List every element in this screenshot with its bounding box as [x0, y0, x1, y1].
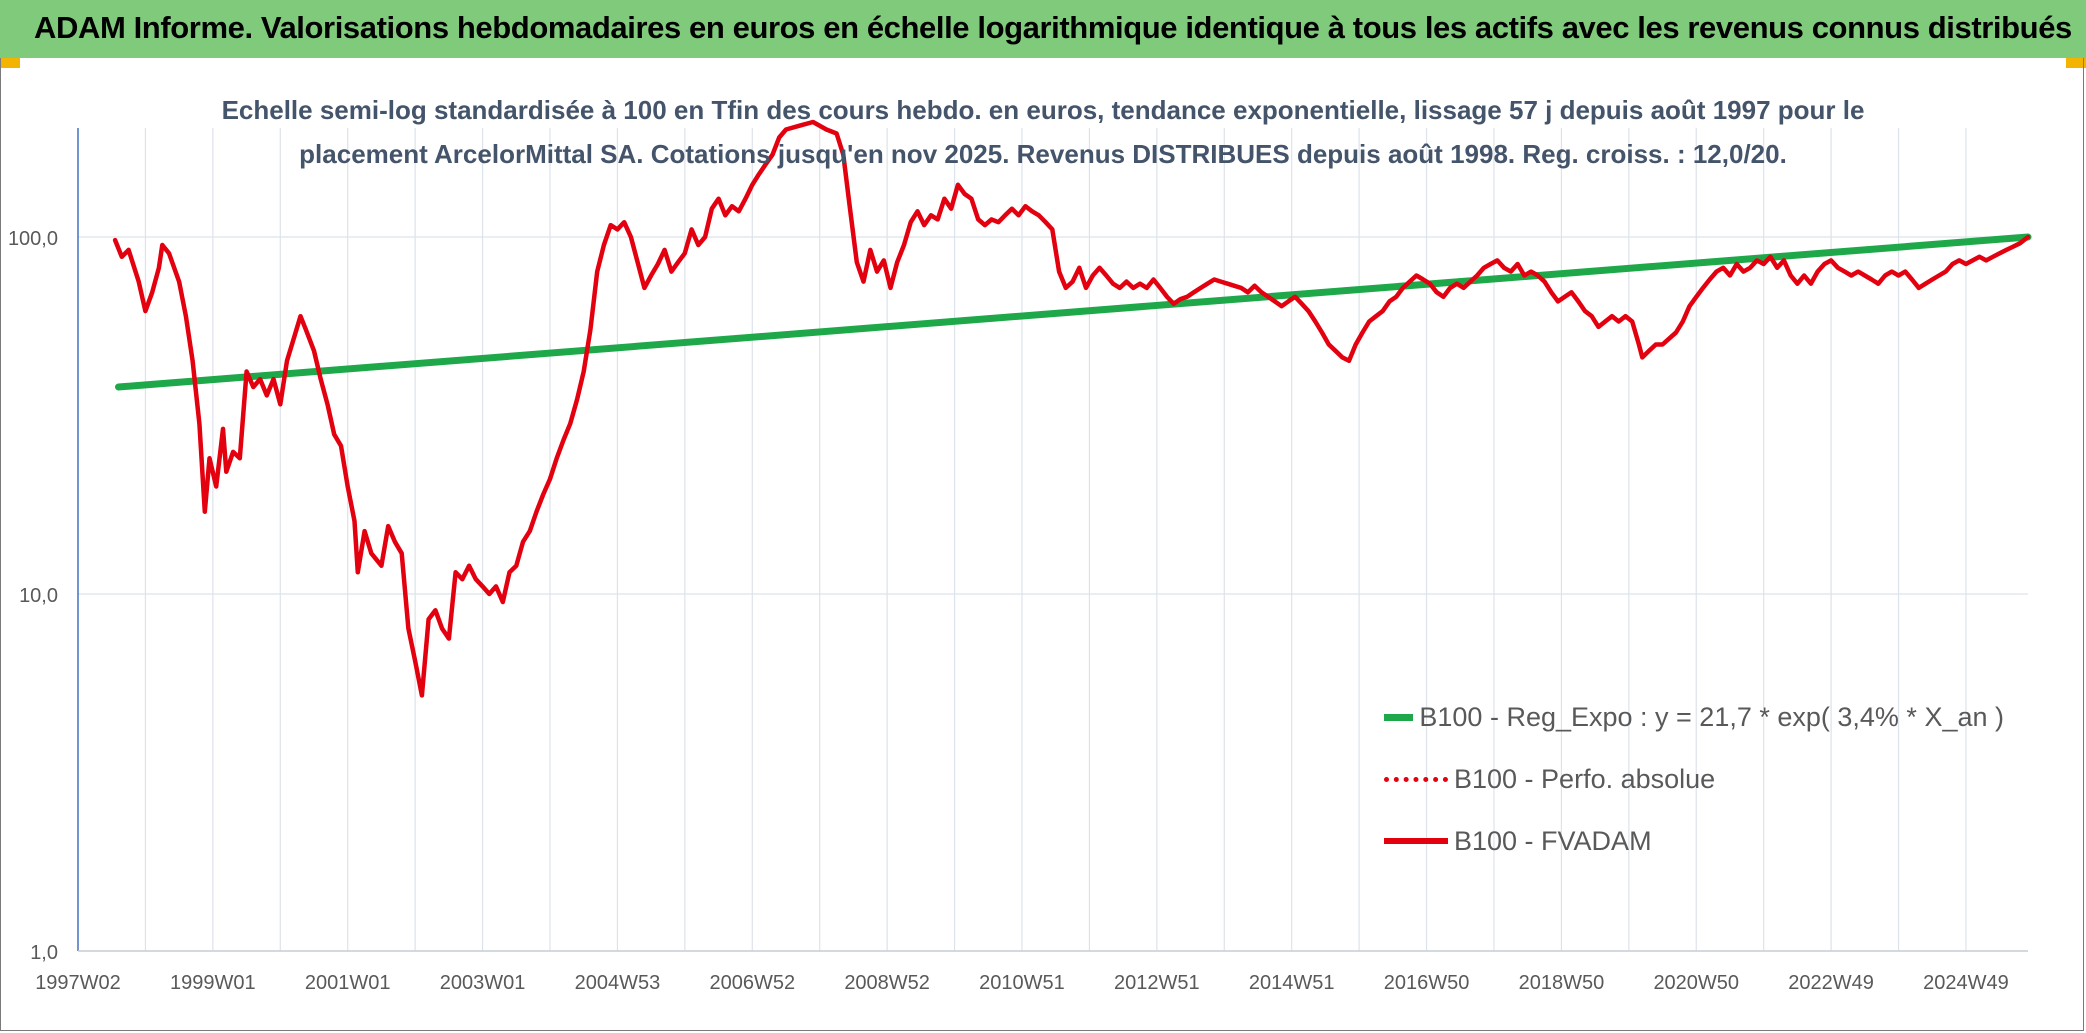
legend-swatch-fvadam	[1384, 838, 1448, 844]
chart-frame	[0, 58, 2084, 1031]
x-tick-label: 2004W53	[575, 972, 661, 994]
legend-item-perfo-absolue: B100 - Perfo. absolue	[1384, 748, 2004, 810]
x-tick-label: 2010W51	[979, 972, 1065, 994]
chart-subtitle-line-2: placement ArcelorMittal SA. Cotations ju…	[299, 139, 1787, 169]
legend-label-fvadam: B100 - FVADAM	[1454, 825, 1652, 856]
legend-item-fvadam: B100 - FVADAM	[1384, 810, 2004, 872]
x-tick-label: 2024W49	[1923, 972, 2009, 994]
legend-swatch-regression	[1384, 713, 1414, 721]
chart-subtitle: Echelle semi-log standardisée à 100 en T…	[0, 88, 2086, 176]
axis-layer: 1,0 10,0 100,0 1997W02 1999W01 2001W01 2003W01…	[8, 128, 2028, 994]
x-tick-label: 2003W01	[440, 972, 526, 994]
chart-subtitle-line-1: Echelle semi-log standardisée à 100 en T…	[221, 95, 1865, 125]
legend-item-regression: B100 - Reg_Expo : y = 21,7 * exp( 3,4% *…	[1384, 686, 2004, 748]
y-tick-label: 1,0	[30, 942, 58, 964]
x-tick-label: 2012W51	[1114, 972, 1200, 994]
x-tick-label: 2001W01	[305, 972, 391, 994]
series-line-fvadam	[112, 119, 2031, 698]
legend-label-regression: B100 - Reg_Expo : y = 21,7 * exp( 3,4% *…	[1419, 701, 2004, 732]
series-layer	[112, 119, 2032, 698]
grid-layer	[78, 128, 2028, 952]
x-tick-label: 2020W50	[1653, 972, 1739, 994]
x-tick-label: 1997W02	[35, 972, 121, 994]
y-tick-label: 100,0	[8, 228, 58, 250]
legend-swatch-perfo-absolue	[1384, 776, 1448, 782]
report-title: ADAM Informe. Valorisations hebdomadaire…	[34, 10, 2072, 45]
chart-legend: B100 - Reg_Expo : y = 21,7 * exp( 3,4% *…	[1384, 686, 2004, 872]
corner-marker-left	[0, 58, 20, 68]
header-banner: ADAM Informe. Valorisations hebdomadaire…	[0, 0, 2086, 58]
x-tick-label: 2014W51	[1249, 972, 1335, 994]
x-tick-label: 2022W49	[1788, 972, 1874, 994]
x-tick-label: 2008W52	[844, 972, 930, 994]
series-line-regression	[115, 233, 2032, 391]
corner-marker-right	[2066, 58, 2086, 68]
x-tick-label: 2006W52	[709, 972, 795, 994]
x-tick-label: 2018W50	[1519, 972, 1605, 994]
x-tick-label: 2016W50	[1384, 972, 1470, 994]
y-tick-label: 10,0	[19, 585, 58, 607]
legend-label-perfo-absolue: B100 - Perfo. absolue	[1454, 763, 1716, 794]
x-tick-label: 1999W01	[170, 972, 256, 994]
